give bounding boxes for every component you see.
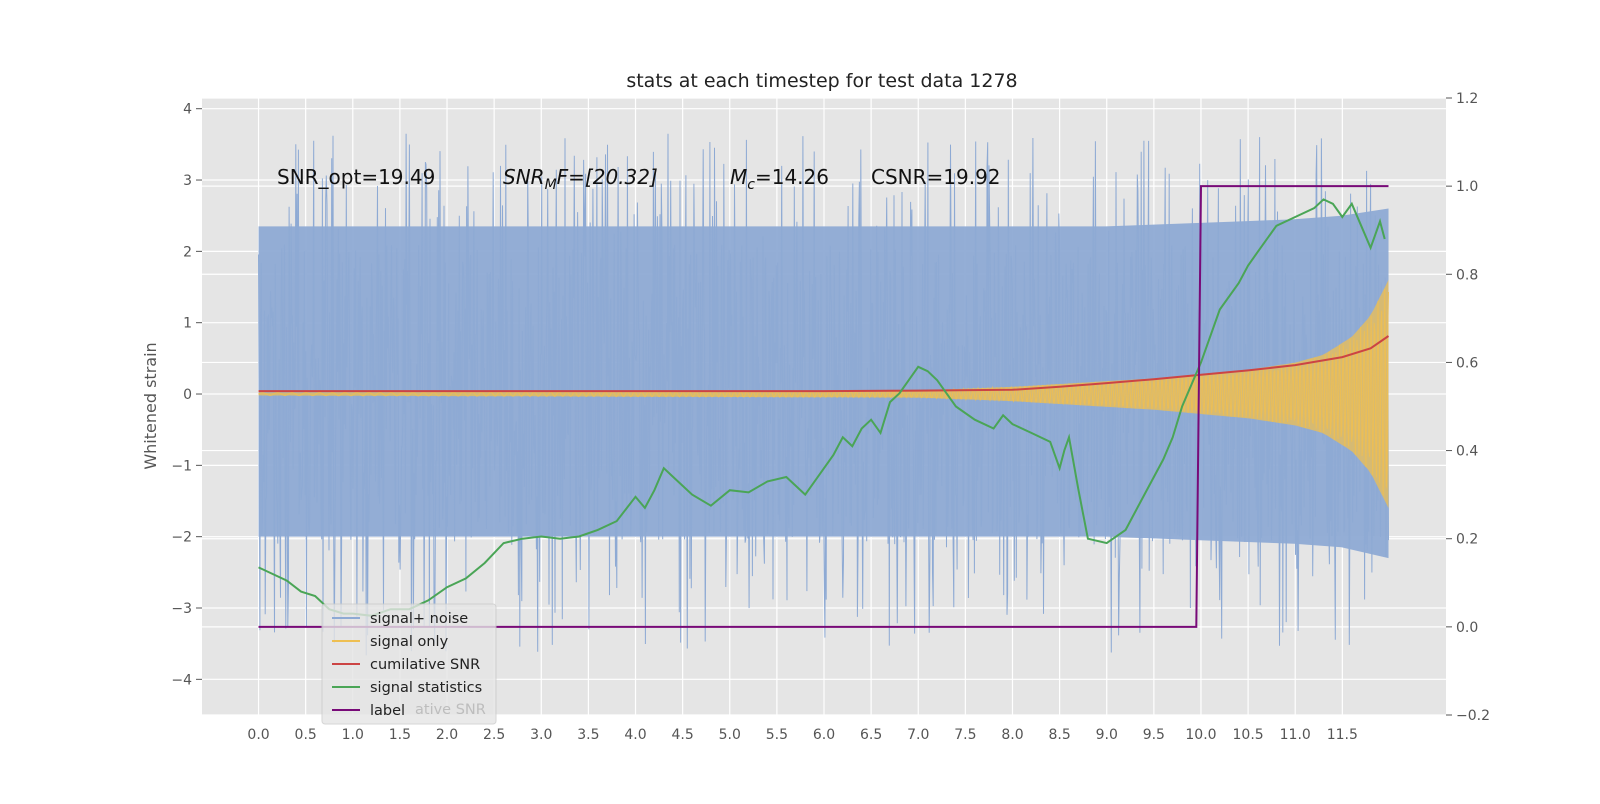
axes: 0.0 0.5 1.0 1.5 2.0 2.5 3.0 3.5 4.0 4.5 5.0 5.5 6.0 6… <box>171 91 1490 743</box>
y2-tick-label: 0.0 <box>1456 620 1478 636</box>
x-tick-label: 2.0 <box>436 727 458 743</box>
series-line-cumilative-snr <box>258 335 1390 393</box>
x-tick-label: 2.5 <box>483 727 505 743</box>
x-tick-label: 9.5 <box>1143 727 1165 743</box>
x-tick-label: 0.0 <box>247 727 269 743</box>
x-tick-label: 10.5 <box>1233 727 1264 743</box>
x-tick-label: 7.0 <box>907 727 929 743</box>
y-axis-label: Whitened strain <box>141 342 160 469</box>
series-line-label <box>258 185 1389 628</box>
y2-tick-label: 0.6 <box>1456 355 1478 371</box>
x-tick-label: 8.5 <box>1048 727 1070 743</box>
y-tick-label: 2 <box>183 244 192 260</box>
y2-tick-label: 1.0 <box>1456 179 1478 195</box>
annotation-mc: Mc=14.26 <box>730 165 829 193</box>
legend-label: signal statistics <box>370 680 482 696</box>
y-tick-label: −3 <box>171 601 192 617</box>
x-tick-label: 9.0 <box>1096 727 1118 743</box>
y2-tick-label: 1.2 <box>1456 91 1478 107</box>
x-tick-label: 5.5 <box>766 727 788 743</box>
x-tick-label: 6.0 <box>813 727 835 743</box>
x-tick-label: 3.0 <box>530 727 552 743</box>
chart-title: stats at each timestep for test data 127… <box>626 70 1017 92</box>
y-tick-label: 0 <box>183 387 192 403</box>
annotation-snr-mf-sub: M <box>545 177 557 193</box>
legend-label: signal+ noise <box>370 611 468 627</box>
legend-box <box>321 603 497 725</box>
annotation-mc-sub: c <box>747 177 755 193</box>
x-tick-label: 7.5 <box>954 727 976 743</box>
legend-items: signal+ noise signal only cumilative SNR si… <box>332 611 482 719</box>
x-tick-label: 5.0 <box>719 727 741 743</box>
x-tick-label: 8.0 <box>1001 727 1023 743</box>
legend-ghost-label: ative SNR <box>415 702 486 718</box>
annotation-snr-mf: SNRMF=[20.32] <box>503 165 658 193</box>
y-tick-label: −2 <box>171 530 192 546</box>
annotation-mc-base: M <box>730 165 747 189</box>
x-tick-label: 1.0 <box>342 727 364 743</box>
legend-label: label <box>370 703 405 719</box>
x-tick-label: 4.5 <box>672 727 694 743</box>
x-tick-label: 6.5 <box>860 727 882 743</box>
signal-only-band <box>258 279 1389 509</box>
y-tick-label: 4 <box>183 102 192 118</box>
x-tick-label: 0.5 <box>295 727 317 743</box>
y2-tick-label: −0.2 <box>1456 708 1490 724</box>
annotations: SNR_opt=19.49 SNRMF=[20.32] Mc=14.26 CSN… <box>277 165 1001 193</box>
series-lines <box>258 185 1390 628</box>
annotation-snr-mf-base: SNR <box>503 165 545 189</box>
annotation-csnr: CSNR=19.92 <box>871 165 1001 189</box>
y2-tick-label: 0.2 <box>1456 532 1478 548</box>
series-line-signal-statistics <box>258 198 1386 617</box>
y2-tick-label: 0.8 <box>1456 267 1478 283</box>
x-tick-label: 11.0 <box>1280 727 1311 743</box>
x-tick-label: 4.0 <box>624 727 646 743</box>
annotation-snr-opt: SNR_opt=19.49 <box>277 165 435 189</box>
x-tick-label: 1.5 <box>389 727 411 743</box>
legend-label: signal only <box>370 634 449 650</box>
annotation-mc-rest: =14.26 <box>755 165 829 189</box>
y-tick-label: −4 <box>171 672 192 688</box>
y2-tick-label: 0.4 <box>1456 444 1478 460</box>
legend: ative SNR signal+ noise signal only cumila… <box>321 603 497 725</box>
y-tick-label: −1 <box>171 458 192 474</box>
x-tick-label: 11.5 <box>1327 727 1358 743</box>
x-tick-label: 3.5 <box>577 727 599 743</box>
y-tick-label: 3 <box>183 173 192 189</box>
legend-label: cumilative SNR <box>370 657 480 673</box>
y-tick-label: 1 <box>183 316 192 332</box>
x-tick-label: 10.0 <box>1185 727 1216 743</box>
annotation-snr-mf-rest: F=[20.32] <box>557 165 658 189</box>
